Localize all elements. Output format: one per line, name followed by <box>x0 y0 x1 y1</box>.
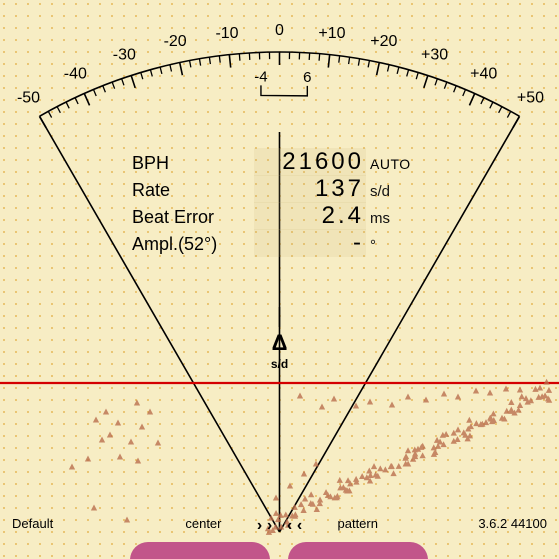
subrange-high: 6 <box>303 69 311 86</box>
arrow-left-icon: › <box>257 517 262 534</box>
ampl-label: Ampl.(52°) <box>132 234 254 255</box>
readout-bph: BPH 21600 AUTO <box>132 148 432 175</box>
arrow-right-icon: ‹ <box>287 517 292 534</box>
gauge-scale-label: -40 <box>64 65 87 82</box>
rate-label: Rate <box>132 180 254 201</box>
gauge-scale-label: -30 <box>113 47 136 64</box>
gauge-scale-label: +20 <box>370 33 397 50</box>
bph-value: 21600 <box>254 148 366 176</box>
gauge-tick <box>319 54 320 61</box>
beat-label: Beat Error <box>132 207 254 228</box>
ampl-unit: ° <box>370 237 376 254</box>
bph-label: BPH <box>132 153 254 174</box>
beat-value: 2.4 <box>254 202 366 230</box>
gauge-tick <box>219 56 220 63</box>
gauge-scale-label: +30 <box>421 47 448 64</box>
gauge-tick <box>239 54 240 61</box>
delta-symbol: Δ <box>272 330 288 355</box>
footer-center-right[interactable]: pattern <box>338 516 378 531</box>
beat-unit: ms <box>370 210 390 227</box>
bph-mode: AUTO <box>370 156 411 172</box>
gauge-tick <box>339 56 340 63</box>
readout-rate: Rate 137 s/d <box>132 175 432 202</box>
gauge-scale-label: -10 <box>215 25 238 42</box>
gauge-scale-label: +40 <box>470 65 497 82</box>
bottom-button-left[interactable] <box>130 542 270 559</box>
readout-beat-error: Beat Error 2.4 ms <box>132 202 432 229</box>
arrow-left2-icon: › <box>267 517 272 534</box>
footer-right: 3.6.2 44100 <box>478 516 547 531</box>
gauge-svg: -50 -40 -30 -20 -10 0 +10 +20 +30 +40 +50 -4 6 Δs/d De… <box>0 0 559 559</box>
ampl-value: - <box>254 229 366 257</box>
rate-unit: s/d <box>370 183 390 200</box>
timegrapher-screen: -50 -40 -30 -20 -10 0 +10 +20 +30 +40 +50 -4 6 Δs/d De… <box>0 0 559 559</box>
readouts-panel: BPH 21600 AUTO Rate 137 s/d Beat Error 2… <box>132 148 432 256</box>
gauge-scale-label: 0 <box>275 22 284 39</box>
readout-amplitude: Ampl.(52°) - ° <box>132 229 432 256</box>
rate-value: 137 <box>254 175 366 203</box>
delta-unit: s/d <box>271 357 288 371</box>
gauge-scale-label: -20 <box>164 33 187 50</box>
gauge-scale-label: -50 <box>17 89 40 106</box>
footer-left: Default <box>12 516 54 531</box>
footer-center-left[interactable]: center <box>185 516 222 531</box>
bottom-button-right[interactable] <box>288 542 428 559</box>
gauge-scale-label: +10 <box>318 25 345 42</box>
arrow-right2-icon: ‹ <box>297 517 302 534</box>
gauge-scale-label: +50 <box>517 89 544 106</box>
subrange-low: -4 <box>254 68 267 85</box>
